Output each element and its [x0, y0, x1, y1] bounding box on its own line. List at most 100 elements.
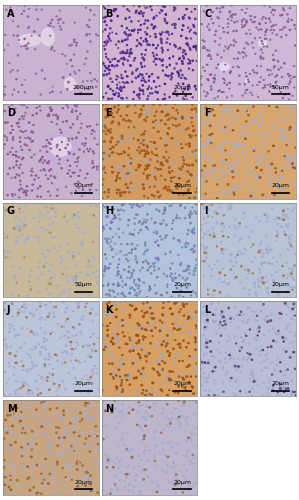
Ellipse shape	[184, 322, 185, 323]
Ellipse shape	[68, 140, 69, 141]
Ellipse shape	[73, 154, 74, 155]
Ellipse shape	[6, 432, 8, 434]
Ellipse shape	[24, 105, 25, 106]
Ellipse shape	[216, 260, 218, 262]
Ellipse shape	[183, 160, 184, 161]
Ellipse shape	[204, 91, 205, 92]
Ellipse shape	[185, 207, 186, 208]
Ellipse shape	[151, 194, 152, 196]
Ellipse shape	[40, 196, 42, 197]
Ellipse shape	[223, 78, 224, 79]
Ellipse shape	[124, 171, 126, 172]
Ellipse shape	[34, 179, 35, 180]
Ellipse shape	[128, 465, 129, 466]
Ellipse shape	[160, 138, 161, 139]
Ellipse shape	[54, 482, 55, 483]
Ellipse shape	[234, 58, 235, 59]
Ellipse shape	[146, 361, 147, 362]
Ellipse shape	[128, 412, 130, 414]
Ellipse shape	[257, 385, 258, 386]
Ellipse shape	[116, 388, 118, 390]
Ellipse shape	[142, 105, 144, 106]
Ellipse shape	[256, 295, 257, 296]
Ellipse shape	[119, 236, 120, 238]
Ellipse shape	[243, 158, 245, 160]
Ellipse shape	[142, 184, 144, 185]
Ellipse shape	[106, 315, 108, 316]
Ellipse shape	[113, 116, 114, 117]
Ellipse shape	[74, 427, 75, 428]
Ellipse shape	[190, 295, 191, 296]
Ellipse shape	[166, 159, 167, 160]
Ellipse shape	[132, 98, 134, 100]
Ellipse shape	[7, 414, 8, 416]
Ellipse shape	[77, 344, 79, 345]
Ellipse shape	[86, 410, 88, 411]
Ellipse shape	[112, 166, 113, 168]
Ellipse shape	[188, 316, 190, 318]
Ellipse shape	[9, 324, 10, 325]
Ellipse shape	[184, 14, 185, 16]
Ellipse shape	[109, 313, 110, 314]
Ellipse shape	[246, 76, 247, 77]
Ellipse shape	[274, 124, 275, 126]
Ellipse shape	[285, 234, 286, 235]
Ellipse shape	[53, 26, 54, 28]
Ellipse shape	[142, 374, 144, 376]
Ellipse shape	[237, 162, 238, 163]
Ellipse shape	[135, 294, 136, 296]
Ellipse shape	[265, 142, 266, 144]
Ellipse shape	[108, 114, 110, 116]
Ellipse shape	[35, 175, 36, 176]
Ellipse shape	[155, 258, 157, 259]
Ellipse shape	[219, 44, 220, 45]
Ellipse shape	[155, 430, 156, 432]
Ellipse shape	[267, 84, 268, 85]
Ellipse shape	[13, 154, 14, 156]
Ellipse shape	[78, 252, 80, 254]
Ellipse shape	[9, 310, 10, 311]
Ellipse shape	[266, 174, 268, 175]
Ellipse shape	[122, 286, 123, 287]
Ellipse shape	[144, 150, 145, 152]
Ellipse shape	[39, 216, 40, 218]
Ellipse shape	[268, 151, 269, 152]
Ellipse shape	[282, 187, 283, 188]
Ellipse shape	[207, 152, 208, 154]
Ellipse shape	[212, 294, 214, 296]
Ellipse shape	[150, 114, 152, 115]
Ellipse shape	[179, 58, 180, 59]
Ellipse shape	[162, 64, 164, 66]
Ellipse shape	[168, 75, 169, 77]
Ellipse shape	[85, 438, 86, 439]
Ellipse shape	[111, 490, 112, 491]
Ellipse shape	[149, 267, 150, 268]
Ellipse shape	[122, 378, 124, 380]
Ellipse shape	[66, 275, 68, 276]
Ellipse shape	[103, 140, 105, 142]
Ellipse shape	[80, 272, 81, 273]
Ellipse shape	[234, 228, 236, 229]
Text: 50μm: 50μm	[74, 282, 92, 287]
Ellipse shape	[289, 238, 290, 239]
Ellipse shape	[182, 277, 184, 279]
Ellipse shape	[187, 88, 189, 90]
Ellipse shape	[291, 372, 292, 373]
Ellipse shape	[167, 394, 168, 396]
Ellipse shape	[175, 408, 176, 409]
Ellipse shape	[237, 365, 238, 366]
Ellipse shape	[233, 392, 234, 394]
Ellipse shape	[202, 204, 204, 206]
Ellipse shape	[153, 369, 155, 370]
Ellipse shape	[196, 46, 197, 48]
Ellipse shape	[142, 344, 144, 345]
Ellipse shape	[245, 170, 247, 172]
Ellipse shape	[87, 379, 88, 380]
Ellipse shape	[192, 60, 193, 62]
Ellipse shape	[74, 22, 75, 23]
Ellipse shape	[94, 14, 95, 15]
Ellipse shape	[112, 138, 113, 139]
Ellipse shape	[27, 478, 29, 480]
Ellipse shape	[257, 84, 258, 85]
Ellipse shape	[260, 58, 262, 59]
